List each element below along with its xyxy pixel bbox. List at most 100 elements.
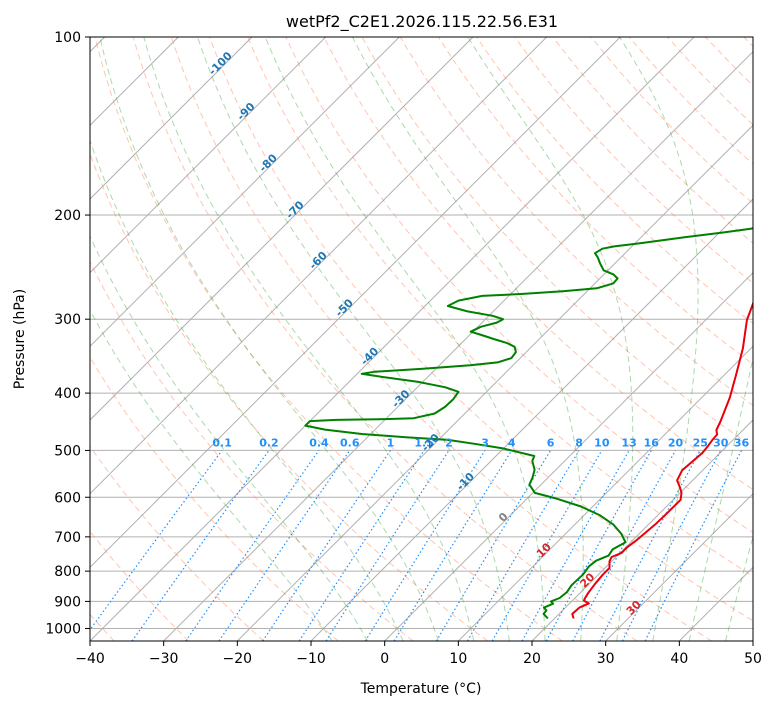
isotherm-label: -10	[454, 470, 477, 493]
y-tick-label: 400	[54, 386, 81, 402]
y-tick-label: 300	[54, 312, 81, 328]
mixing-ratio-label: 1.5	[414, 436, 434, 449]
isotherm-label: -60	[307, 249, 330, 272]
x-tick-label: 50	[744, 651, 762, 667]
y-axis-title: Pressure (hPa)	[12, 289, 28, 389]
y-tick-label: 200	[54, 208, 81, 224]
isotherm-label: -100	[206, 49, 235, 78]
dry-adiabat-line	[667, 37, 753, 126]
chart-title: wetPf2_C2E1.2026.115.22.56.E31	[286, 12, 558, 32]
moist-adiabat-line	[352, 37, 584, 641]
mixing-ratio-label: 30	[713, 436, 729, 449]
isotherm-line	[457, 345, 753, 641]
mixing-ratio-line	[262, 450, 391, 641]
moist-adiabats	[90, 37, 753, 641]
dry-adiabat-line	[285, 37, 753, 534]
mixing-ratio-label: 36	[734, 436, 750, 449]
dry-adiabat-line	[247, 37, 753, 577]
isotherm-line	[90, 37, 621, 569]
moist-adiabat-line	[90, 309, 333, 641]
mixing-ratio-label: 0.6	[340, 436, 360, 449]
isotherm-line	[90, 37, 474, 421]
skewed-isotherms	[90, 37, 753, 641]
isotherm-line	[90, 37, 548, 495]
plot-frame	[89, 36, 754, 642]
isotherm-line	[384, 271, 753, 641]
mixing-ratio-label: 10	[594, 436, 610, 449]
mixing-ratio-line	[325, 450, 450, 641]
moist-adiabat-line	[619, 37, 699, 641]
mixing-ratio-label: 25	[693, 436, 708, 449]
mixing-ratio-line	[572, 450, 677, 641]
mixing-ratio-line	[131, 450, 270, 641]
dry-adiabat-line	[437, 37, 753, 365]
dry-adiabat-line	[94, 37, 563, 641]
isotherm-label: -90	[234, 100, 257, 123]
dry-adiabats	[90, 37, 753, 641]
mixing-ratio-line	[90, 450, 223, 631]
moist-adiabat-line	[90, 234, 369, 641]
mixing-ratio-line	[435, 450, 552, 641]
mixing-ratio-line	[599, 450, 701, 641]
x-tick-label: 30	[597, 651, 615, 667]
isotherm-line	[605, 492, 753, 641]
dry-adiabat-line	[90, 530, 190, 641]
mixing-ratio-line	[185, 450, 320, 641]
pressure-gridlines	[90, 37, 753, 629]
x-tick-label: 0	[380, 651, 389, 667]
y-tick-label: 600	[54, 490, 81, 506]
isotherm-label: 10	[534, 540, 554, 560]
plot-area: 0.1 0.2 0.4 0.6 1 1.5 2 3 4 6 8 10 13 16 20 25 30 36 -100 -…	[90, 37, 753, 641]
isotherm-label: 20	[577, 570, 597, 590]
isotherm-line	[310, 198, 753, 641]
y-tick-label: 100	[54, 30, 81, 46]
isotherm-line	[90, 37, 327, 274]
dry-adiabat-line	[705, 37, 753, 87]
dry-adiabat-line	[170, 37, 712, 641]
mixing-ratio-lines	[90, 450, 743, 641]
dry-adiabat-line	[209, 37, 753, 622]
isotherm-line	[90, 37, 400, 348]
mixing-ratio-label: 0.2	[259, 436, 279, 449]
x-tick-label: −30	[149, 651, 179, 667]
isotherm-label: 30	[624, 598, 644, 618]
mixing-ratio-line	[644, 450, 743, 641]
y-tick-label: 500	[54, 443, 81, 459]
sounding-profiles	[304, 227, 753, 620]
mixing-ratio-line	[393, 450, 513, 641]
dry-adiabat-line	[476, 37, 753, 325]
isotherm-line	[678, 566, 753, 641]
dry-adiabat-line	[323, 37, 753, 491]
isotherm-line	[236, 124, 753, 641]
mixing-ratio-label: 13	[622, 436, 637, 449]
isotherm-line	[531, 419, 753, 641]
mixing-ratio-line	[521, 450, 630, 641]
isotherm-label: -40	[358, 344, 381, 367]
dry-adiabat-line	[743, 37, 753, 48]
x-tick-label: 10	[449, 651, 467, 667]
mixing-ratio-line	[218, 450, 351, 641]
dry-adiabat-line	[90, 445, 264, 641]
mixing-ratio-label: 2	[445, 436, 453, 449]
x-axis-ticks: −40 −30 −20 −10 0 10 20 30 40 50	[75, 641, 762, 667]
isotherm-line	[163, 50, 753, 641]
mixing-ratio-line	[621, 450, 722, 641]
moist-adiabat-line	[725, 534, 753, 641]
y-tick-label: 900	[54, 594, 81, 610]
moist-adiabat-line	[99, 37, 439, 641]
moist-adiabat-line	[197, 37, 510, 641]
dry-adiabat-line	[514, 37, 753, 284]
mixing-ratio-line	[545, 450, 652, 641]
mixing-ratio-label: 8	[575, 436, 583, 449]
dry-adiabat-line	[90, 356, 339, 641]
dry-adiabat-line	[90, 260, 414, 641]
x-tick-label: −20	[223, 651, 253, 667]
x-tick-label: −40	[75, 651, 105, 667]
mixing-ratio-label: 6	[547, 436, 555, 449]
x-tick-label: 40	[670, 651, 688, 667]
isotherm-line	[90, 37, 695, 641]
mixing-ratio-label: 0.1	[212, 436, 232, 449]
dry-adiabat-line	[552, 37, 753, 244]
mixing-ratio-label: 1	[387, 436, 395, 449]
